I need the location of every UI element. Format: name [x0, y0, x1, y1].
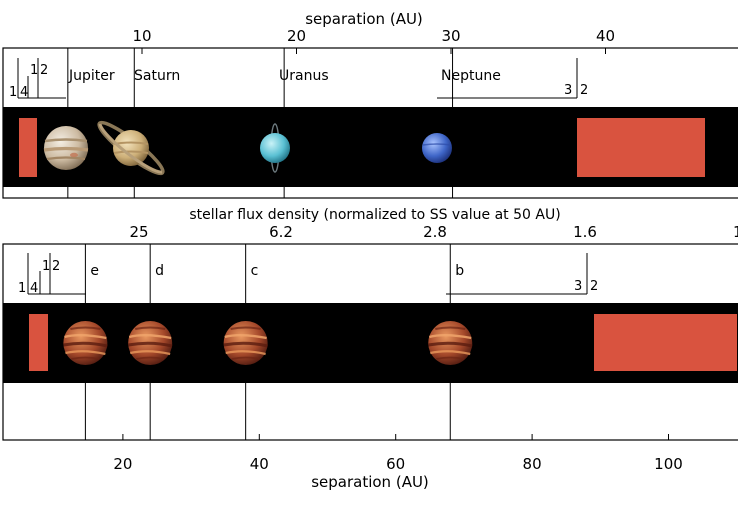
bottom-tick-label: 60: [386, 455, 405, 473]
bottom-res-label-2: 2: [52, 259, 60, 274]
bottom-planet-label-b: b: [455, 263, 464, 279]
top-res-label-3: 3: [564, 83, 572, 98]
bottom-res-label-4: 4: [30, 281, 38, 296]
top-tick-label: 20: [287, 27, 306, 45]
top-res-label-1b: 1: [30, 63, 38, 78]
bottom-outer-disk: [594, 314, 737, 371]
exoplanet-icon-d: [127, 320, 174, 366]
top-tick-label: 30: [441, 27, 460, 45]
top-tick-label: 10: [132, 27, 151, 45]
bottom-outer-resonance-bracket: [446, 253, 588, 295]
flux-tick-25: 25: [129, 223, 148, 241]
top-planet-marker-lines: [67, 48, 454, 198]
flux-tick-1-6: 1.6: [573, 223, 597, 241]
top-tick-group: 1020304050: [132, 27, 615, 54]
jupiter-icon: [43, 126, 89, 170]
top-res-label-2: 2: [40, 63, 48, 78]
flux-axis-title: stellar flux density (normalized to SS v…: [189, 207, 560, 223]
top-outer-disk: [577, 118, 705, 177]
exoplanet-icon-b: [427, 320, 474, 366]
top-outer-resonance-bracket: [437, 58, 578, 99]
saturn-icon: [97, 120, 165, 176]
top-inner-resonance-bracket: [17, 58, 66, 99]
top-planet-labels: Jupiter Saturn Uranus Neptune: [68, 68, 501, 84]
bottom-inner-resonance-bracket: [27, 253, 86, 295]
neptune-icon: [422, 133, 452, 163]
bottom-res-label-1a: 1: [18, 281, 26, 296]
top-res-label-1a: 1: [9, 85, 17, 100]
bottom-tick-group: 20 40 60 80 100: [113, 434, 683, 473]
bottom-axis-label: separation (AU): [311, 473, 429, 491]
flux-tick-2-8: 2.8: [423, 223, 447, 241]
bottom-tick-label: 40: [250, 455, 269, 473]
top-planet-label-saturn: Saturn: [134, 68, 180, 84]
top-inner-disk: [19, 118, 37, 177]
exoplanet-icon-e: [62, 320, 109, 366]
top-axis-label: separation (AU): [305, 10, 423, 28]
top-tick-label: 40: [596, 27, 615, 45]
flux-tick-6-2: 6.2: [269, 223, 293, 241]
bottom-planet-label-e: e: [90, 263, 99, 279]
bottom-res-label-3: 3: [574, 279, 582, 294]
bottom-res-label-2-outer: 2: [590, 279, 598, 294]
bottom-tick-label: 80: [523, 455, 542, 473]
bottom-tick-label: 100: [654, 455, 683, 473]
top-res-label-2-outer: 2: [580, 83, 588, 98]
uranus-icon: [260, 123, 290, 173]
bottom-tick-label: 20: [113, 455, 132, 473]
bottom-res-label-1b: 1: [42, 259, 50, 274]
exoplanet-icon-c: [222, 320, 269, 366]
top-planet-label-uranus: Uranus: [279, 68, 329, 84]
flux-tick-1: 1: [733, 223, 738, 241]
top-res-label-4: 4: [20, 85, 28, 100]
bottom-inner-disk: [29, 314, 48, 371]
bottom-planet-label-d: d: [155, 263, 164, 279]
top-planet-label-neptune: Neptune: [441, 68, 501, 84]
top-planet-label-jupiter: Jupiter: [68, 68, 115, 84]
bottom-planet-label-c: c: [251, 263, 259, 279]
